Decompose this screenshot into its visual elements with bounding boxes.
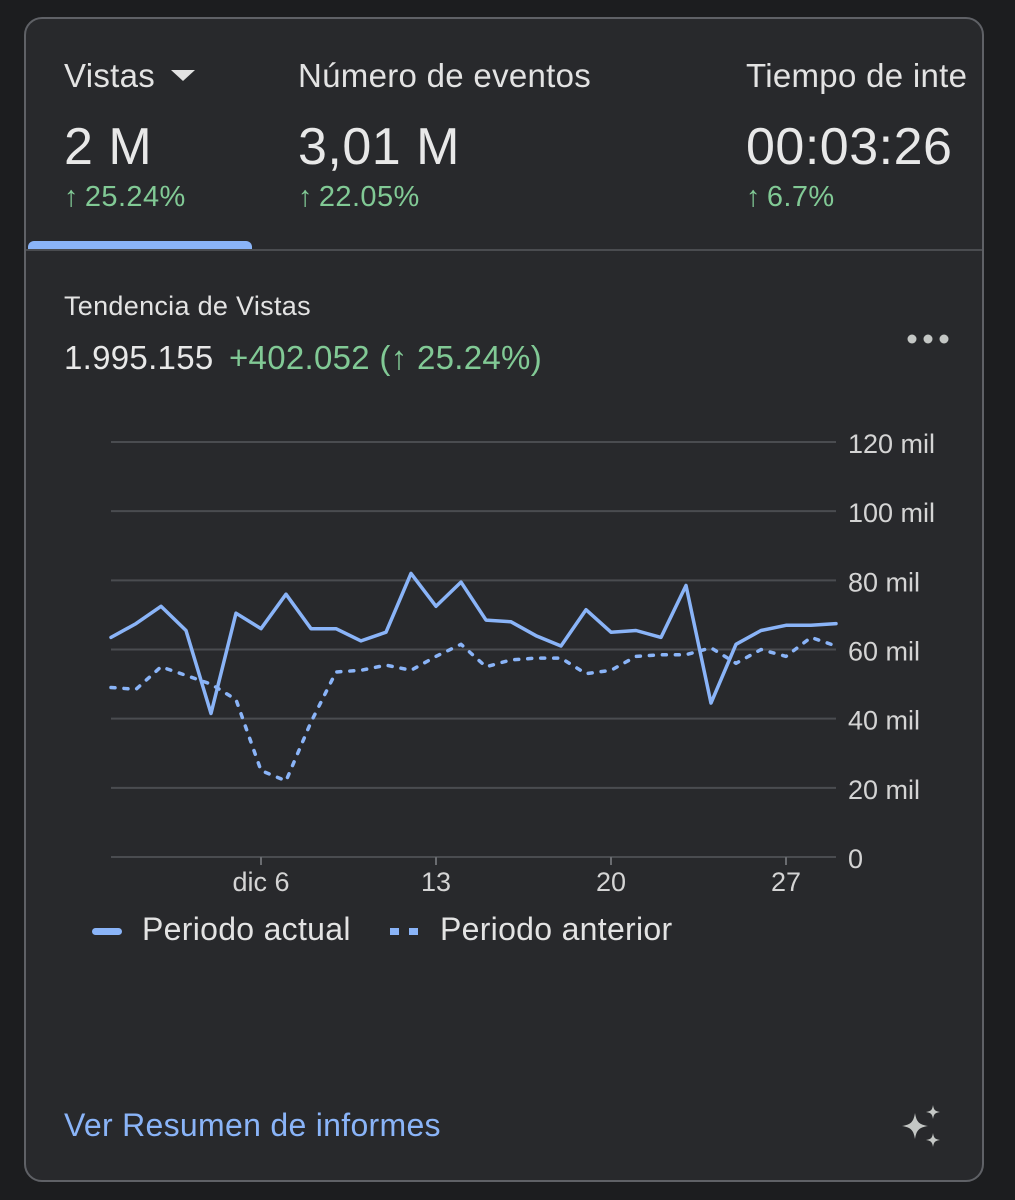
tab-eventos-value: 3,01 M	[298, 118, 460, 176]
arrow-up-icon: ↑	[746, 181, 761, 213]
vistas-card: Vistas 2 M ↑ 25.24% Número de eventos 3,0…	[24, 17, 984, 1182]
legend-label-previous: Periodo anterior	[439, 911, 673, 948]
tab-eventos[interactable]: Número de eventos 3,01 M ↑ 22.05%	[298, 19, 718, 251]
y-tick-label: 40 mil	[848, 706, 920, 736]
trend-delta: +402.052 (↑ 25.24%)	[228, 339, 542, 376]
x-tick-label: 27	[771, 867, 801, 897]
y-tick-label: 120 mil	[848, 429, 935, 459]
tab-tiempo-change: ↑ 6.7%	[746, 181, 835, 214]
series-line-current	[109, 571, 838, 716]
y-tick-label: 0	[848, 844, 863, 874]
tab-eventos-title: Número de eventos	[298, 57, 592, 94]
tab-tiempo-title: Tiempo de inte	[746, 57, 968, 94]
series-line-previous	[109, 635, 838, 783]
tab-vistas-change-value: 25.24%	[84, 181, 186, 213]
selected-tab-indicator	[28, 241, 252, 249]
tab-eventos-change-value: 22.05%	[318, 181, 420, 213]
x-tick-label: 13	[421, 867, 451, 897]
legend-item-current[interactable]: Periodo actual	[92, 911, 351, 948]
y-tick-label: 80 mil	[848, 567, 920, 597]
vistas-trend-chart: 0 20 mil 40 mil 60 mil 80 mil 100 mil 120 mil d…	[109, 429, 935, 897]
tab-tiempo-change-value: 6.7%	[766, 181, 835, 213]
x-tick-label: 20	[596, 867, 626, 897]
legend-item-previous[interactable]: Periodo anterior	[389, 911, 673, 948]
tab-vistas-value: 2 M	[64, 118, 153, 176]
tab-eventos-change: ↑ 22.05%	[298, 181, 420, 214]
y-tick-label: 100 mil	[848, 498, 935, 528]
trend-total: 1.995.155	[64, 339, 214, 376]
tab-vistas-change: ↑ 25.24%	[64, 181, 186, 214]
legend-label-current: Periodo actual	[142, 911, 351, 948]
x-tick-label: dic 6	[232, 867, 289, 897]
trend-summary: 1.995.155 +402.052 (↑ 25.24%)	[64, 339, 542, 377]
chart-legend: Periodo actual Periodo anterior	[92, 909, 672, 949]
arrow-up-icon: ↑	[64, 181, 79, 213]
sparkle-icon[interactable]	[898, 1103, 946, 1151]
view-reports-summary-link[interactable]: Ver Resumen de informes	[64, 1107, 441, 1143]
y-tick-label: 20 mil	[848, 775, 920, 805]
dropdown-caret-icon[interactable]	[171, 70, 196, 81]
y-tick-label: 60 mil	[848, 637, 920, 667]
legend-swatch-dotted	[389, 928, 420, 936]
more-horiz-icon[interactable]	[904, 325, 952, 353]
tab-vistas-label: Vistas	[64, 57, 156, 94]
tab-vistas-title: Vistas	[64, 57, 196, 95]
tab-tiempo-value: 00:03:26	[746, 118, 953, 176]
arrow-up-icon: ↑	[298, 181, 313, 213]
metric-tabs: Vistas 2 M ↑ 25.24% Número de eventos 3,0…	[26, 19, 982, 251]
legend-swatch-solid	[92, 928, 122, 936]
tab-vistas[interactable]: Vistas 2 M ↑ 25.24%	[64, 19, 294, 251]
tab-tiempo[interactable]: Tiempo de inte 00:03:26 ↑ 6.7%	[746, 19, 982, 251]
trend-title: Tendencia de Vistas	[64, 291, 311, 321]
